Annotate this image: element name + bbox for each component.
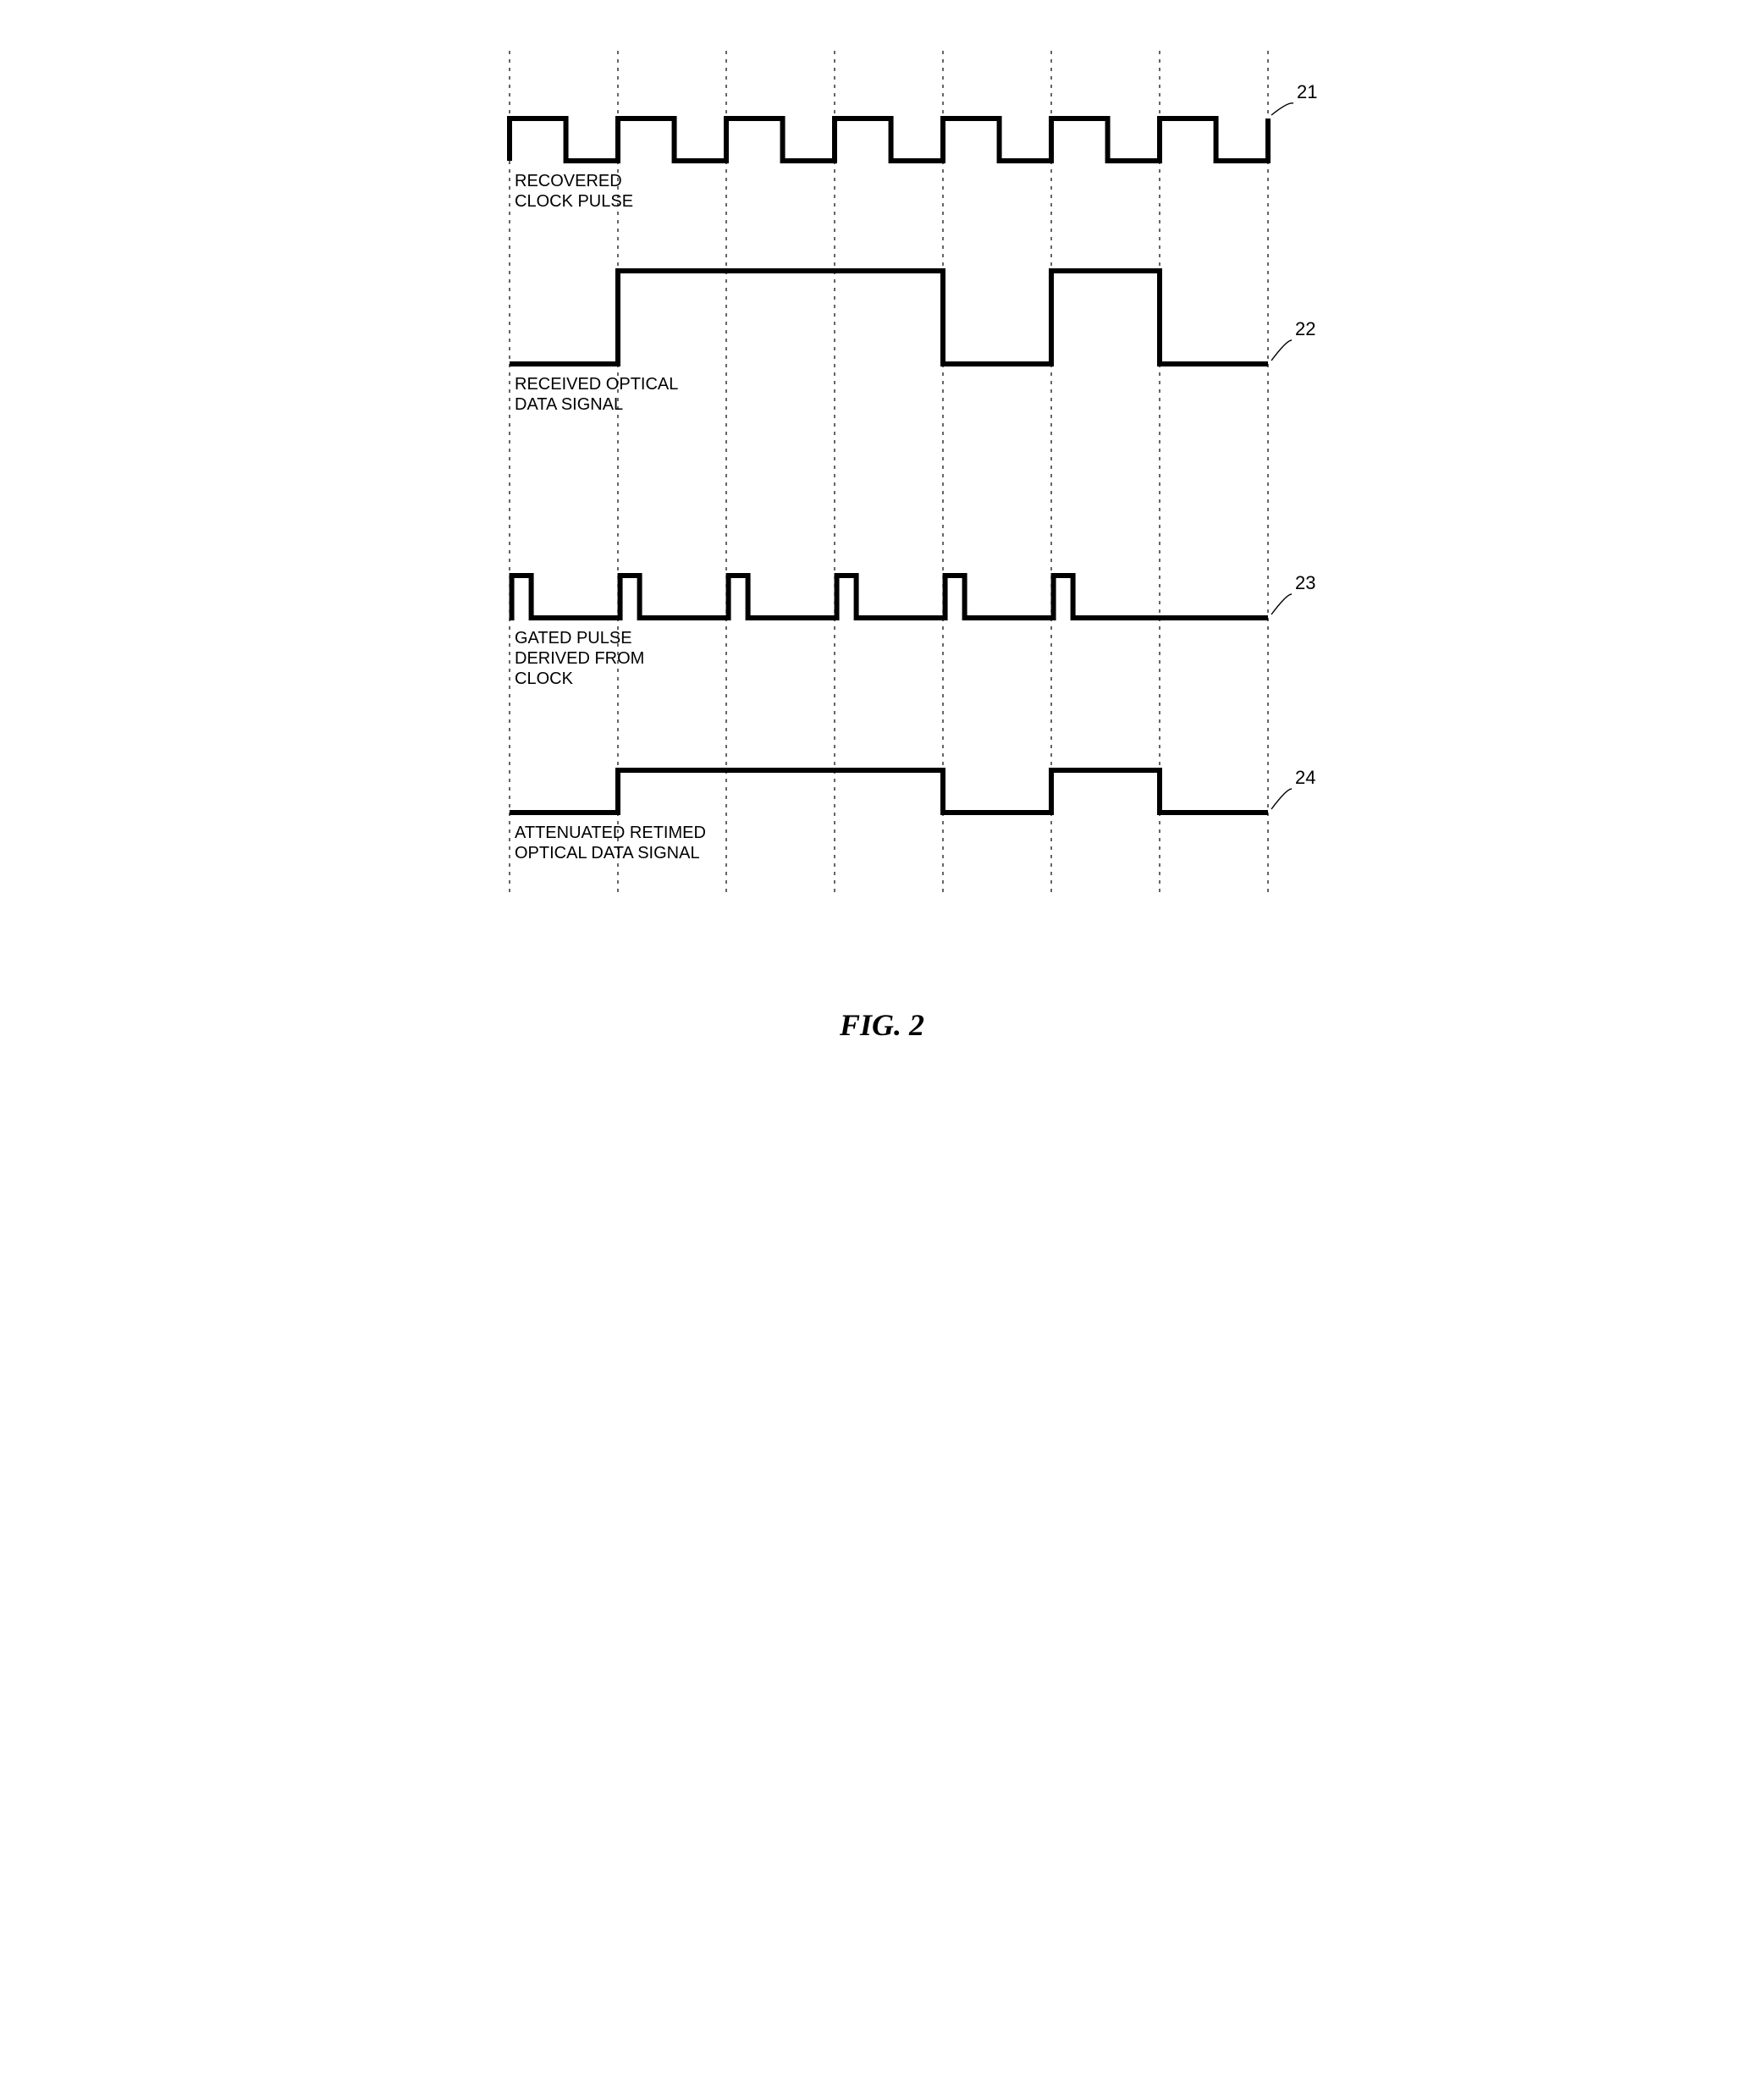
- recovered-clock-refnum: 21: [1297, 81, 1317, 102]
- gated-pulse-leader: [1271, 594, 1292, 614]
- timing-diagram-figure: RECOVEREDCLOCK PULSE21RECEIVED OPTICALDA…: [476, 34, 1288, 1043]
- recovered-clock-label: CLOCK PULSE: [515, 192, 633, 211]
- attenuated-retimed-label: ATTENUATED RETIMED: [515, 824, 706, 842]
- gated-pulse-refnum: 23: [1295, 572, 1315, 593]
- attenuated-retimed-leader: [1271, 789, 1292, 809]
- gated-pulse-label: CLOCK: [515, 670, 574, 688]
- received-data-leader: [1271, 340, 1292, 361]
- attenuated-retimed-label: OPTICAL DATA SIGNAL: [515, 844, 700, 862]
- recovered-clock-waveform: [510, 118, 1268, 161]
- attenuated-retimed-refnum: 24: [1295, 767, 1315, 788]
- attenuated-retimed-waveform: [510, 770, 1268, 813]
- gated-pulse-label: GATED PULSE: [515, 629, 632, 647]
- gated-pulse-waveform: [510, 576, 1268, 618]
- recovered-clock-leader: [1271, 103, 1293, 115]
- gated-pulse-label: DERIVED FROM: [515, 649, 644, 668]
- received-data-label: RECEIVED OPTICAL: [515, 375, 678, 394]
- received-data-refnum: 22: [1295, 318, 1315, 339]
- figure-caption: FIG. 2: [840, 1008, 924, 1042]
- timing-diagram-svg: RECOVERED CLOCK PULSE 21 RECEIVED OPTICALDA…: [476, 34, 1339, 982]
- received-data-waveform: [510, 271, 1268, 364]
- received-data-label: DATA SIGNAL: [515, 395, 623, 414]
- recovered-clock-label: RECOVERED: [515, 172, 622, 190]
